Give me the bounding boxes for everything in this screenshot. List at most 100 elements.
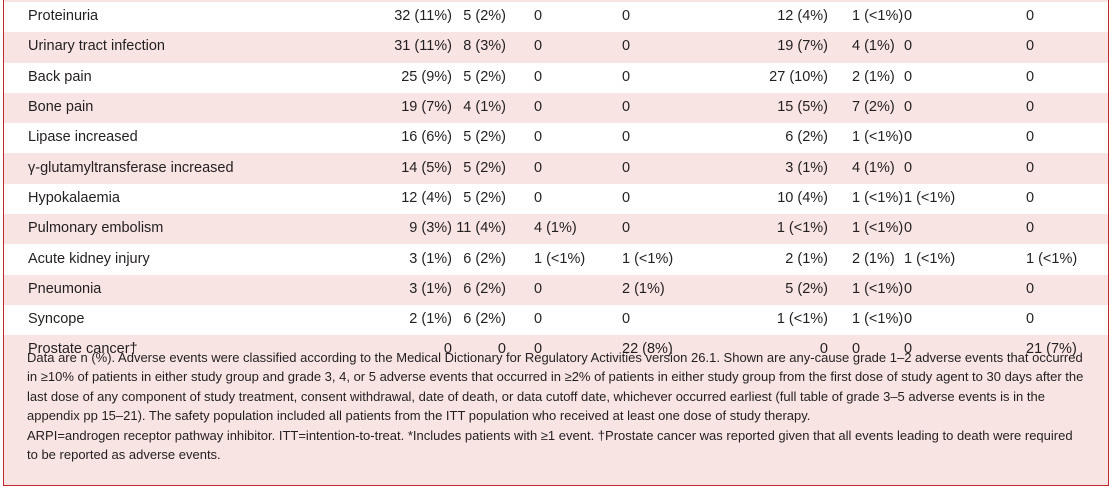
value-cell-c1: 14 (5%) <box>376 151 452 183</box>
value-cell-c6: 1 (<1%) <box>828 181 904 214</box>
value-cell-c3: 0 <box>534 30 622 62</box>
value-cell-c3: 4 (1%) <box>534 212 622 244</box>
value-cell-c1: 19 (7%) <box>376 90 452 123</box>
value-cell-c3: 0 <box>534 121 622 153</box>
value-cell-c5: 15 (5%) <box>704 90 828 123</box>
value-cell-c4: 0 <box>622 151 704 183</box>
table-footnote: Data are n (%). Adverse events were clas… <box>27 348 1087 464</box>
value-cell-c3: 0 <box>534 90 622 123</box>
value-cell-c7: 0 <box>904 60 988 92</box>
value-cell-c6: 2 (1%) <box>828 242 904 274</box>
value-cell-c8: 0 <box>988 181 1108 214</box>
value-cell-c4: 1 (<1%) <box>622 242 704 274</box>
value-cell-c1: 31 (11%) <box>376 30 452 62</box>
value-cell-c5: 0 <box>704 333 828 364</box>
value-cell-c8: 0 <box>988 90 1108 123</box>
value-cell-c3: 0 <box>534 60 622 92</box>
table-row: Back pain 25 (9%) 5 (2%) 0 0 27 (10%) 2 (1%) 0 0 <box>4 60 1108 92</box>
value-cell-c3: 0 <box>534 181 622 214</box>
event-name-cell: γ-glutamyltransferase increased <box>4 151 376 183</box>
value-cell-c6: 1 (<1%) <box>828 272 904 304</box>
value-cell-c2: 5 (2%) <box>452 151 534 183</box>
value-cell-c1: 16 (6%) <box>376 121 452 153</box>
value-cell-c3: 0 <box>534 0 622 32</box>
footnote-paragraph-2: ARPI=androgen receptor pathway inhibitor… <box>27 427 1073 463</box>
table-row: Hypokalaemia 12 (4%) 5 (2%) 0 0 10 (4%) 1 (<1%… <box>4 181 1108 214</box>
table-body: Proteinuria 32 (11%) 5 (2%) 0 0 12 (4%) 1 (<1%… <box>4 0 1108 364</box>
value-cell-c3: 0 <box>534 302 622 335</box>
value-cell-c3: 0 <box>534 333 622 364</box>
value-cell-c5: 19 (7%) <box>704 30 828 62</box>
table-row: γ-glutamyltransferase increased 14 (5%) 5 … <box>4 151 1108 183</box>
value-cell-c5: 2 (1%) <box>704 242 828 274</box>
value-cell-c1: 3 (1%) <box>376 242 452 274</box>
event-name-cell: Acute kidney injury <box>4 242 376 274</box>
value-cell-c8: 0 <box>988 121 1108 153</box>
value-cell-c7: 0 <box>904 90 988 123</box>
value-cell-c6: 4 (1%) <box>828 151 904 183</box>
value-cell-c1: 9 (3%) <box>376 212 452 244</box>
value-cell-c4: 0 <box>622 302 704 335</box>
value-cell-c8: 0 <box>988 60 1108 92</box>
event-name-cell: Pulmonary embolism <box>4 212 376 244</box>
event-name-cell: Urinary tract infection <box>4 30 376 62</box>
value-cell-c4: 0 <box>622 60 704 92</box>
value-cell-c1: 25 (9%) <box>376 60 452 92</box>
value-cell-c8: 1 (<1%) <box>988 242 1108 274</box>
value-cell-c8: 0 <box>988 30 1108 62</box>
value-cell-c5: 10 (4%) <box>704 181 828 214</box>
value-cell-c5: 5 (2%) <box>704 272 828 304</box>
value-cell-c2: 5 (2%) <box>452 0 534 32</box>
value-cell-c7: 0 <box>904 30 988 62</box>
event-name-cell: Prostate cancer† <box>4 333 376 364</box>
value-cell-c2: 8 (3%) <box>452 30 534 62</box>
value-cell-c6: 1 (<1%) <box>828 302 904 335</box>
adverse-events-table-panel: Proteinuria 32 (11%) 5 (2%) 0 0 12 (4%) 1 (<1%… <box>3 0 1109 486</box>
table-row: Acute kidney injury 3 (1%) 6 (2%) 1 (<1%) 1 … <box>4 242 1108 274</box>
value-cell-c5: 27 (10%) <box>704 60 828 92</box>
event-name-cell: Hypokalaemia <box>4 181 376 214</box>
value-cell-c7: 0 <box>904 0 988 32</box>
event-name-cell: Syncope <box>4 302 376 335</box>
value-cell-c4: 0 <box>622 90 704 123</box>
value-cell-c7: 0 <box>904 333 988 364</box>
value-cell-c5: 12 (4%) <box>704 0 828 32</box>
value-cell-c7: 0 <box>904 272 988 304</box>
value-cell-c7: 0 <box>904 151 988 183</box>
value-cell-c1: 32 (11%) <box>376 0 452 32</box>
value-cell-c1: 3 (1%) <box>376 272 452 304</box>
value-cell-c8: 0 <box>988 212 1108 244</box>
value-cell-c5: 1 (<1%) <box>704 212 828 244</box>
value-cell-c8: 0 <box>988 0 1108 32</box>
value-cell-c2: 4 (1%) <box>452 90 534 123</box>
value-cell-c2: 5 (2%) <box>452 121 534 153</box>
value-cell-c4: 2 (1%) <box>622 272 704 304</box>
value-cell-c4: 0 <box>622 181 704 214</box>
value-cell-c6: 0 <box>828 333 904 364</box>
table-row: Bone pain 19 (7%) 4 (1%) 0 0 15 (5%) 7 (2%) 0 0 <box>4 90 1108 123</box>
value-cell-c8: 0 <box>988 302 1108 335</box>
table-row: Pneumonia 3 (1%) 6 (2%) 0 2 (1%) 5 (2%) 1 (<1%… <box>4 272 1108 304</box>
event-name-cell: Back pain <box>4 60 376 92</box>
event-name-cell: Pneumonia <box>4 272 376 304</box>
value-cell-c2: 6 (2%) <box>452 242 534 274</box>
table-row: Urinary tract infection 31 (11%) 8 (3%) 0 0 1… <box>4 30 1108 62</box>
table-row: Pulmonary embolism 9 (3%) 11 (4%) 4 (1%) 0 1 … <box>4 212 1108 244</box>
value-cell-c2: 11 (4%) <box>452 212 534 244</box>
table-row: Syncope 2 (1%) 6 (2%) 0 0 1 (<1%) 1 (<1%) 0 0 <box>4 302 1108 335</box>
value-cell-c2: 6 (2%) <box>452 272 534 304</box>
value-cell-c1: 12 (4%) <box>376 181 452 214</box>
value-cell-c7: 1 (<1%) <box>904 181 988 214</box>
value-cell-c7: 0 <box>904 212 988 244</box>
value-cell-c1: 0 <box>376 333 452 364</box>
value-cell-c4: 0 <box>622 0 704 32</box>
value-cell-c5: 1 (<1%) <box>704 302 828 335</box>
table-row: Lipase increased 16 (6%) 5 (2%) 0 0 6 (2%) 1 (… <box>4 121 1108 153</box>
value-cell-c2: 5 (2%) <box>452 60 534 92</box>
event-name-cell: Proteinuria <box>4 0 376 32</box>
table-row: Proteinuria 32 (11%) 5 (2%) 0 0 12 (4%) 1 (<1%… <box>4 0 1108 32</box>
table-row: Prostate cancer† 0 0 0 22 (8%) 0 0 0 21 (7%) <box>4 333 1108 364</box>
value-cell-c6: 4 (1%) <box>828 30 904 62</box>
value-cell-c1: 2 (1%) <box>376 302 452 335</box>
value-cell-c2: 5 (2%) <box>452 181 534 214</box>
